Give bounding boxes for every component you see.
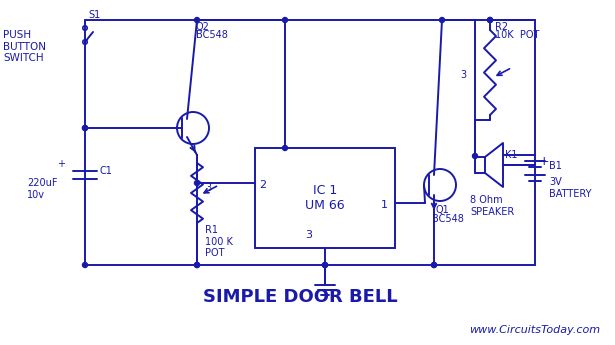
Circle shape [82,263,87,267]
Circle shape [282,146,287,150]
Text: +: + [539,155,550,168]
Text: R2: R2 [495,22,508,32]
Circle shape [432,263,437,267]
Text: +: + [57,159,65,169]
Text: 3: 3 [460,70,466,80]
Text: 8 Ohm
SPEAKER: 8 Ohm SPEAKER [470,195,514,217]
Text: PUSH
BUTTON
SWITCH: PUSH BUTTON SWITCH [3,30,46,63]
Text: Q1: Q1 [435,205,449,215]
Circle shape [82,126,87,130]
Bar [255,148,395,248]
Text: www.CircuitsToday.com: www.CircuitsToday.com [469,325,600,335]
Text: 220uF
10v: 220uF 10v [27,178,57,200]
Text: Q2: Q2 [196,22,210,32]
Text: 2: 2 [259,180,266,190]
Text: 10K  POT: 10K POT [495,30,539,40]
Circle shape [488,18,493,22]
Circle shape [282,18,287,22]
Text: S1: S1 [88,10,100,20]
Circle shape [440,18,445,22]
Circle shape [432,263,437,267]
Text: 3V
BATTERY: 3V BATTERY [549,177,592,199]
Text: IC 1
UM 66: IC 1 UM 66 [305,184,345,212]
Text: BC548: BC548 [196,30,228,40]
Text: 3: 3 [205,183,211,193]
Text: 3: 3 [305,230,312,240]
Text: K1: K1 [505,150,517,160]
Text: BC548: BC548 [432,214,464,224]
Text: SIMPLE DOOR BELL: SIMPLE DOOR BELL [203,288,397,306]
Circle shape [194,263,199,267]
Circle shape [194,180,199,186]
Circle shape [488,18,493,22]
Circle shape [194,263,199,267]
Text: R1
100 K
POT: R1 100 K POT [205,225,233,258]
Text: B1: B1 [549,161,562,171]
Circle shape [322,263,328,267]
Circle shape [82,126,87,130]
Circle shape [194,18,199,22]
Text: C1: C1 [99,166,112,176]
Circle shape [472,154,477,158]
Circle shape [322,263,328,267]
Text: 1: 1 [381,200,388,210]
